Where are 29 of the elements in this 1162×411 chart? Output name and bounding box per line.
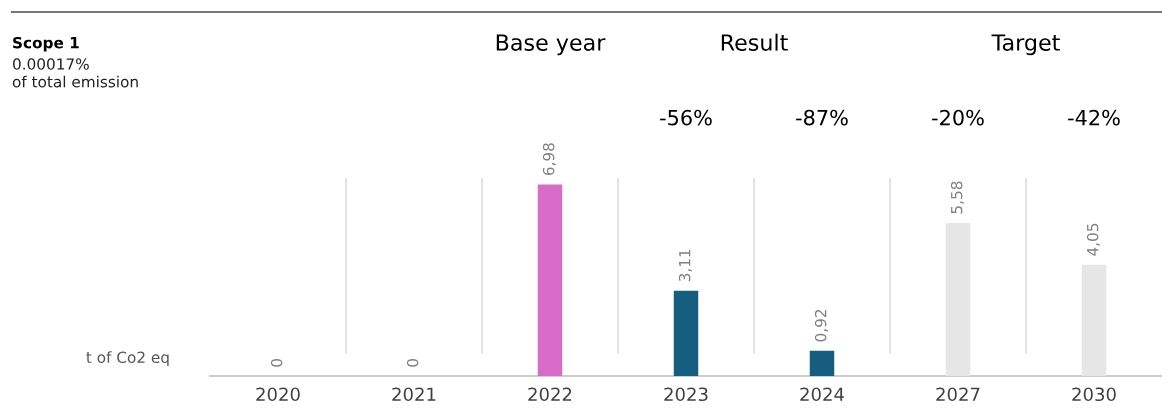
text: Scope 1: [13, 36, 79, 52]
text: -87%: [796, 109, 848, 126]
text: -56%: [660, 109, 712, 126]
x-tick-label: 2023: [664, 387, 708, 402]
bar: [537, 184, 563, 376]
data-label: 0: [406, 358, 419, 367]
bar: [673, 290, 699, 376]
data-label: 0,92: [814, 309, 828, 342]
data-label: 6,98: [542, 143, 556, 176]
text: 0.00017% of total emission: [12, 58, 138, 88]
x-tick-label: 2027: [936, 387, 980, 402]
x-tick-label: 2024: [800, 387, 844, 402]
bar: [809, 350, 835, 376]
bar: [1081, 264, 1107, 376]
text: -42%: [1068, 109, 1120, 126]
data-label: 4,05: [1086, 223, 1100, 256]
x-tick-label: 2021: [392, 387, 436, 402]
x-tick-label: 2022: [528, 387, 572, 402]
text: Target: [991, 34, 1060, 56]
text: Base year: [496, 34, 606, 56]
data-label: 3,11: [678, 249, 692, 282]
text: Result: [721, 33, 788, 51]
bar: [945, 222, 971, 376]
y-axis-title: t of Co2 eq: [86, 351, 169, 366]
data-label: 0: [270, 358, 283, 367]
x-tick-label: 2030: [1072, 387, 1116, 402]
text: -20%: [932, 109, 984, 126]
x-tick-label: 2020: [256, 387, 300, 402]
data-label: 5,58: [950, 181, 964, 214]
